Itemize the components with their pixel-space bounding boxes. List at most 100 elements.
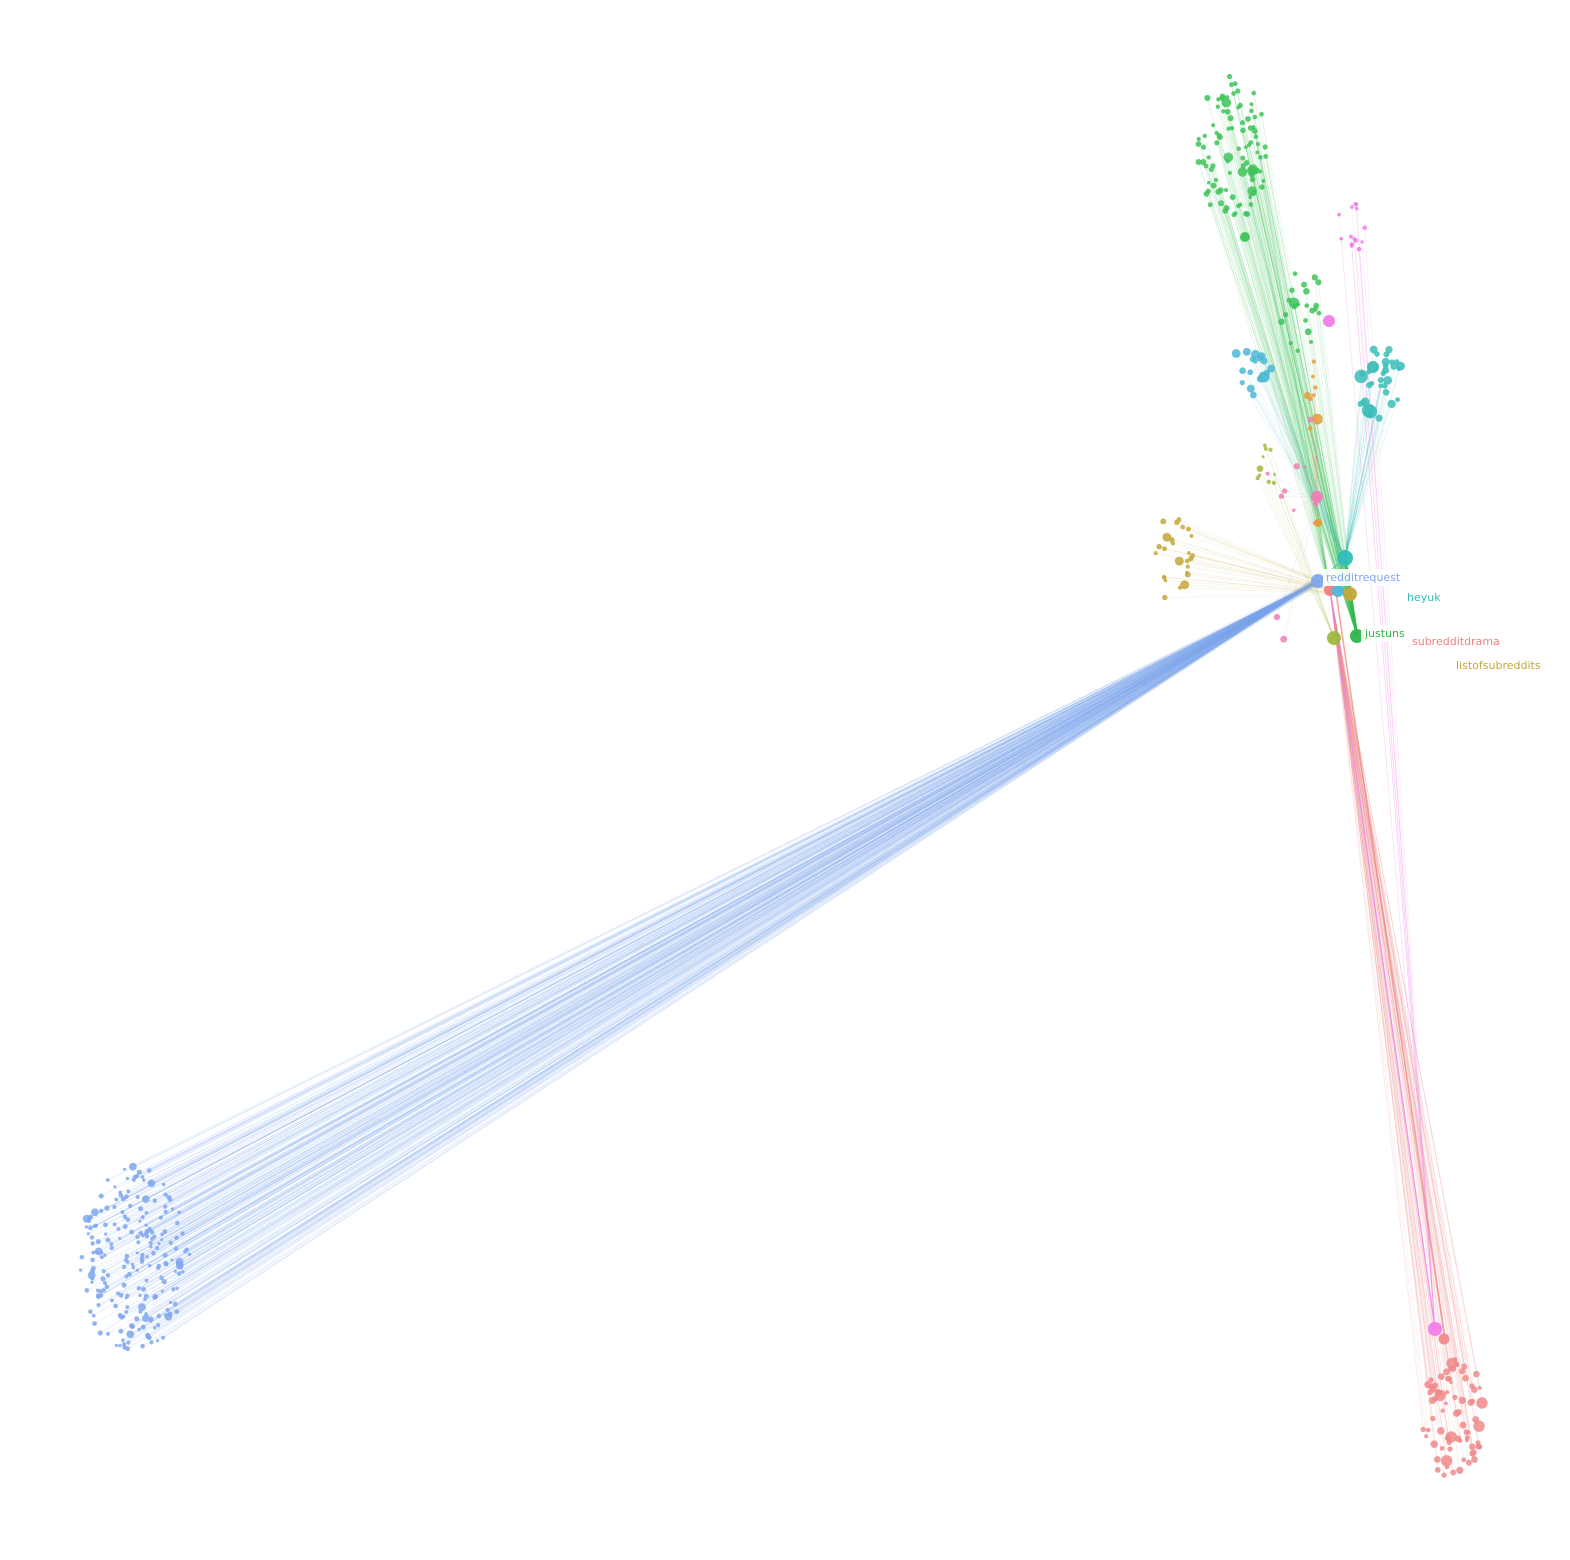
graph-node[interactable] xyxy=(105,1273,111,1278)
graph-node[interactable] xyxy=(1227,115,1234,122)
graph-node[interactable] xyxy=(92,1321,97,1326)
graph-node[interactable] xyxy=(126,1330,135,1339)
graph-node[interactable] xyxy=(1215,188,1222,195)
graph-node[interactable] xyxy=(1195,158,1202,166)
graph-node[interactable] xyxy=(1350,205,1354,209)
graph-node[interactable] xyxy=(170,1207,175,1211)
graph-node[interactable] xyxy=(147,1168,152,1173)
graph-node[interactable] xyxy=(125,1260,130,1264)
graph-node[interactable] xyxy=(125,1176,130,1181)
graph-node[interactable] xyxy=(157,1242,161,1246)
hub-node-hub-magenta[interactable] xyxy=(1428,1322,1442,1336)
graph-node[interactable] xyxy=(170,1258,174,1262)
graph-node[interactable] xyxy=(1203,163,1209,169)
graph-node[interactable] xyxy=(1307,426,1313,431)
graph-node[interactable] xyxy=(1248,202,1254,207)
graph-node[interactable] xyxy=(1235,88,1241,94)
graph-node[interactable] xyxy=(1360,240,1364,244)
graph-node[interactable] xyxy=(1349,234,1353,239)
graph-node[interactable] xyxy=(125,1217,131,1223)
graph-node[interactable] xyxy=(1323,315,1335,327)
graph-node[interactable] xyxy=(160,1238,164,1242)
graph-node[interactable] xyxy=(102,1280,108,1286)
graph-node[interactable] xyxy=(1243,160,1250,166)
graph-node[interactable] xyxy=(1231,91,1236,96)
graph-node[interactable] xyxy=(1240,232,1250,242)
graph-node[interactable] xyxy=(1394,359,1400,365)
graph-node[interactable] xyxy=(99,1255,104,1260)
graph-node[interactable] xyxy=(1180,524,1186,530)
graph-node[interactable] xyxy=(1311,359,1316,364)
graph-node[interactable] xyxy=(168,1240,173,1245)
graph-node[interactable] xyxy=(1432,1382,1439,1389)
graph-node[interactable] xyxy=(1311,393,1316,398)
graph-node[interactable] xyxy=(1258,371,1270,383)
graph-node[interactable] xyxy=(161,1182,166,1187)
graph-node[interactable] xyxy=(89,1235,95,1240)
graph-node[interactable] xyxy=(1454,1361,1460,1368)
graph-node[interactable] xyxy=(1434,1389,1447,1402)
graph-node[interactable] xyxy=(125,1305,130,1310)
graph-node[interactable] xyxy=(150,1236,155,1241)
graph-node[interactable] xyxy=(104,1284,110,1290)
graph-node[interactable] xyxy=(1454,1435,1462,1443)
graph-node[interactable] xyxy=(1389,359,1395,366)
graph-node[interactable] xyxy=(1283,312,1289,318)
graph-node[interactable] xyxy=(1200,144,1207,150)
graph-node[interactable] xyxy=(135,1268,139,1272)
graph-node[interactable] xyxy=(1439,1446,1445,1451)
graph-node[interactable] xyxy=(160,1232,164,1237)
graph-node[interactable] xyxy=(1236,203,1241,209)
graph-node[interactable] xyxy=(158,1215,163,1220)
graph-node[interactable] xyxy=(1315,456,1319,459)
graph-node[interactable] xyxy=(1208,166,1215,173)
graph-node[interactable] xyxy=(1271,480,1277,486)
graph-node[interactable] xyxy=(163,1192,168,1197)
graph-node[interactable] xyxy=(1339,236,1343,241)
graph-node[interactable] xyxy=(1395,397,1400,403)
graph-node[interactable] xyxy=(102,1222,108,1228)
graph-node[interactable] xyxy=(118,1344,122,1348)
graph-node[interactable] xyxy=(1206,180,1211,185)
graph-node[interactable] xyxy=(1354,202,1359,207)
graph-node[interactable] xyxy=(1303,288,1310,295)
graph-node[interactable] xyxy=(135,1234,140,1240)
graph-node[interactable] xyxy=(95,1250,100,1255)
graph-node[interactable] xyxy=(1292,508,1296,512)
graph-node[interactable] xyxy=(1180,580,1190,590)
graph-node[interactable] xyxy=(1214,140,1220,146)
graph-node[interactable] xyxy=(1295,348,1300,354)
graph-node[interactable] xyxy=(1381,357,1390,366)
graph-node[interactable] xyxy=(1200,159,1207,166)
graph-node[interactable] xyxy=(1249,108,1254,114)
graph-node[interactable] xyxy=(1185,570,1189,575)
graph-node[interactable] xyxy=(1383,351,1390,358)
graph-node[interactable] xyxy=(121,1338,125,1342)
graph-node[interactable] xyxy=(1448,1376,1453,1381)
graph-node[interactable] xyxy=(1303,392,1311,399)
graph-node[interactable] xyxy=(1204,94,1211,102)
graph-node[interactable] xyxy=(1313,385,1318,390)
graph-node[interactable] xyxy=(1477,1385,1482,1390)
graph-node[interactable] xyxy=(1202,133,1208,138)
graph-node[interactable] xyxy=(1367,411,1373,418)
graph-node[interactable] xyxy=(1280,635,1288,643)
graph-node[interactable] xyxy=(109,1242,114,1246)
hub-node-heyuk[interactable] xyxy=(1337,550,1353,566)
graph-node[interactable] xyxy=(125,1293,130,1298)
graph-node[interactable] xyxy=(1444,1435,1451,1442)
graph-node[interactable] xyxy=(174,1309,180,1315)
graph-node[interactable] xyxy=(136,1286,141,1291)
graph-node[interactable] xyxy=(163,1261,169,1267)
graph-node[interactable] xyxy=(174,1235,179,1241)
graph-node[interactable] xyxy=(1353,238,1358,243)
graph-node[interactable] xyxy=(155,1339,160,1343)
graph-node[interactable] xyxy=(104,1205,110,1211)
graph-node[interactable] xyxy=(1465,1459,1472,1466)
graph-node[interactable] xyxy=(88,1309,93,1314)
graph-node[interactable] xyxy=(1153,551,1158,556)
graph-node[interactable] xyxy=(147,1179,156,1188)
graph-node[interactable] xyxy=(1467,1399,1475,1406)
graph-node[interactable] xyxy=(1375,414,1383,422)
graph-node[interactable] xyxy=(1160,518,1167,525)
